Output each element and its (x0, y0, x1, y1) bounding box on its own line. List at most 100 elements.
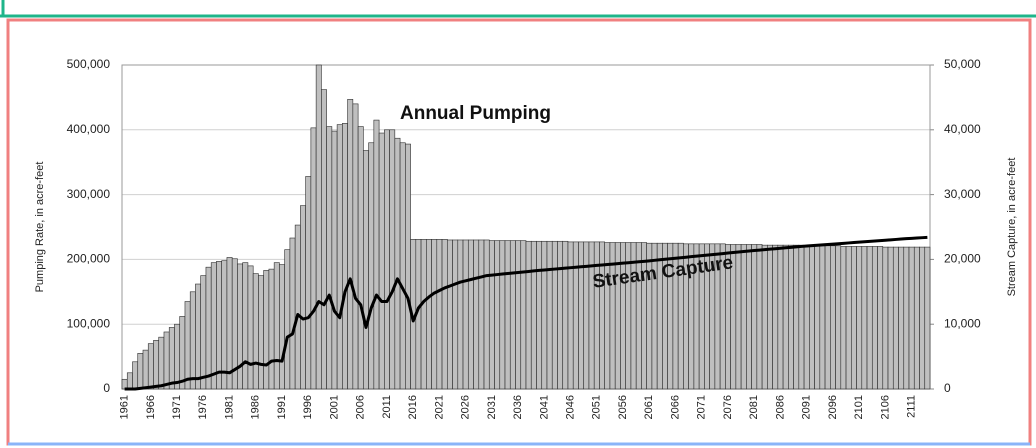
bar (908, 246, 915, 390)
bar (284, 249, 291, 390)
bar (300, 205, 306, 390)
bar (431, 239, 438, 390)
x-tick-label: 2036 (512, 395, 524, 419)
bar (263, 270, 270, 390)
bar (399, 142, 406, 390)
bar (887, 246, 894, 390)
bar (819, 245, 826, 390)
bar (347, 99, 354, 390)
bar (462, 239, 469, 390)
x-tick-label: 2016 (407, 395, 419, 419)
bar (746, 244, 752, 390)
bar (572, 241, 579, 390)
bar (892, 246, 899, 390)
x-tick-label: 1991 (276, 395, 288, 419)
bar (326, 126, 333, 390)
bar (588, 241, 595, 390)
x-tick-label: 2031 (486, 395, 498, 419)
bar (882, 246, 889, 390)
bar (488, 240, 495, 390)
bar (578, 241, 585, 390)
x-tick-label: 1971 (171, 395, 183, 419)
bar (877, 246, 884, 390)
bar (866, 246, 873, 390)
bar (457, 239, 464, 390)
bar (252, 273, 259, 390)
x-tick-label: 2056 (617, 395, 629, 419)
bar (378, 132, 385, 390)
bar (772, 244, 779, 390)
bar (289, 237, 296, 390)
y-tick-label: 400,000 (67, 122, 111, 136)
x-tick-label: 1996 (302, 395, 314, 419)
bar (205, 266, 212, 390)
bar (195, 283, 202, 390)
bar (483, 239, 490, 390)
bar (268, 268, 275, 390)
bar (168, 327, 175, 390)
y2-tick-label: 50,000 (944, 57, 981, 71)
y2-tick-label: 30,000 (944, 187, 981, 201)
bar (740, 244, 747, 390)
bar (420, 239, 427, 390)
y2-axis-label: Stream Capture, in acre-feet (1006, 158, 1018, 297)
bar (294, 224, 301, 390)
bar (830, 245, 836, 390)
y-tick-label: 200,000 (67, 252, 111, 266)
bar (226, 257, 233, 390)
bar (898, 246, 905, 390)
y2-tick-label: 40,000 (944, 122, 981, 136)
bar (384, 129, 390, 390)
y2-tick-label: 0 (944, 381, 951, 395)
x-tick-label: 2021 (433, 395, 445, 419)
bar (331, 130, 338, 390)
bar (279, 264, 285, 390)
bar (850, 246, 857, 390)
x-tick-label: 2026 (460, 395, 472, 419)
bar (520, 240, 527, 390)
x-tick-label: 2101 (853, 395, 865, 419)
bar (247, 265, 254, 390)
bar (541, 240, 548, 390)
bar (551, 240, 558, 390)
bar (798, 244, 805, 390)
bar (530, 240, 537, 390)
bar (824, 245, 831, 390)
y-tick-label: 300,000 (67, 187, 111, 201)
bar (504, 240, 511, 390)
bar (352, 103, 359, 390)
bar (630, 242, 637, 390)
bar (126, 372, 133, 390)
bar (342, 123, 348, 390)
bar (793, 244, 800, 390)
y2-tick-label: 10,000 (944, 316, 981, 330)
bar (315, 64, 322, 390)
bar (452, 239, 459, 390)
bar (273, 262, 280, 390)
bar (835, 245, 842, 390)
bar (179, 316, 186, 390)
bar (494, 240, 501, 390)
bar (782, 244, 789, 390)
bar (446, 239, 453, 390)
bar (132, 361, 139, 390)
bar (310, 127, 317, 390)
x-tick-label: 2071 (696, 395, 708, 419)
bar (473, 239, 480, 390)
y2-tick-label: 20,000 (944, 252, 981, 266)
bar (546, 240, 553, 390)
bar (515, 240, 522, 390)
bar (405, 143, 411, 390)
x-tick-label: 2076 (722, 395, 734, 419)
x-tick-label: 2096 (827, 395, 839, 419)
annotation: Annual Pumping (400, 103, 551, 124)
bar (394, 137, 401, 390)
bar (583, 241, 590, 390)
y-tick-label: 100,000 (67, 316, 111, 330)
bar (142, 349, 149, 390)
bar (562, 240, 569, 390)
bar (189, 291, 196, 390)
x-tick-label: 2111 (906, 395, 918, 418)
x-tick-label: 1966 (145, 395, 157, 419)
bar (137, 353, 144, 390)
